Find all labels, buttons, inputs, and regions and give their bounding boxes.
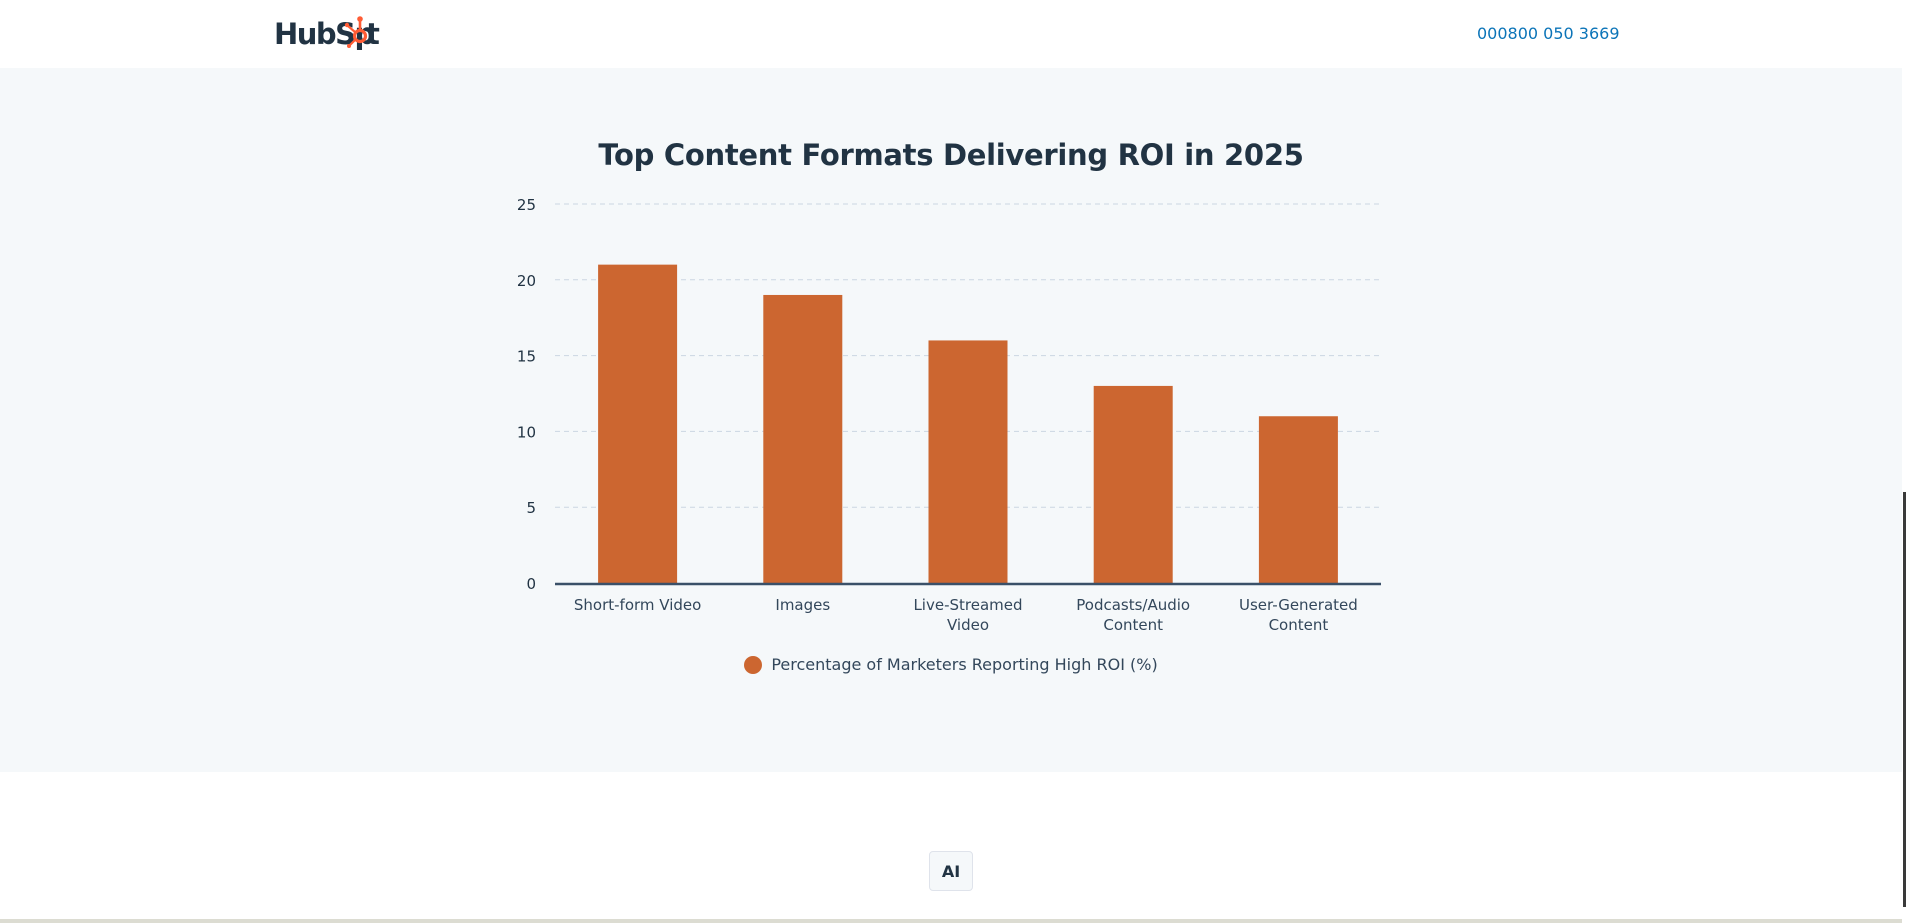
hubspot-logo-icon: HubSp t: [274, 16, 380, 51]
site-header: HubSp t 000800 050 3669: [0, 0, 1906, 68]
chart-legend: Percentage of Marketers Reporting High R…: [0, 655, 1902, 674]
bar: [1093, 385, 1173, 583]
y-tick-label: 0: [526, 575, 536, 593]
y-tick-label: 10: [517, 423, 536, 441]
x-tick-label: User-Generated: [1239, 596, 1358, 614]
legend-swatch-icon: [744, 655, 763, 674]
ai-button[interactable]: AI: [929, 851, 973, 891]
hubspot-logo[interactable]: HubSp t: [274, 14, 380, 54]
bar: [928, 340, 1008, 583]
x-tick-label: Content: [1103, 616, 1163, 634]
bar: [598, 264, 678, 583]
bottom-divider: [0, 919, 1906, 923]
legend-label: Percentage of Marketers Reporting High R…: [771, 655, 1158, 674]
y-tick-label: 15: [517, 348, 536, 366]
x-tick-label: Video: [947, 616, 989, 634]
x-tick-label: Short-form Video: [574, 596, 701, 614]
bar: [763, 294, 843, 583]
phone-link[interactable]: 000800 050 3669: [1477, 24, 1620, 43]
bar-chart: 0 5 10 15 20 25 Short-form Video Images Live-Str…: [517, 196, 1381, 634]
scrollbar-track[interactable]: [1902, 0, 1906, 923]
bar: [1258, 416, 1338, 583]
x-tick-label: Images: [775, 596, 830, 614]
chart-title: Top Content Formats Delivering ROI in 20…: [598, 138, 1304, 172]
x-tick-label: Content: [1269, 616, 1329, 634]
x-tick-label: Podcasts/Audio: [1076, 596, 1190, 614]
y-tick-label: 20: [517, 272, 536, 290]
y-tick-label: 5: [526, 499, 536, 517]
svg-text:t: t: [366, 17, 380, 51]
x-tick-label: Live-Streamed: [913, 596, 1022, 614]
scrollbar-thumb[interactable]: [1903, 492, 1906, 907]
y-tick-label: 25: [517, 196, 536, 214]
